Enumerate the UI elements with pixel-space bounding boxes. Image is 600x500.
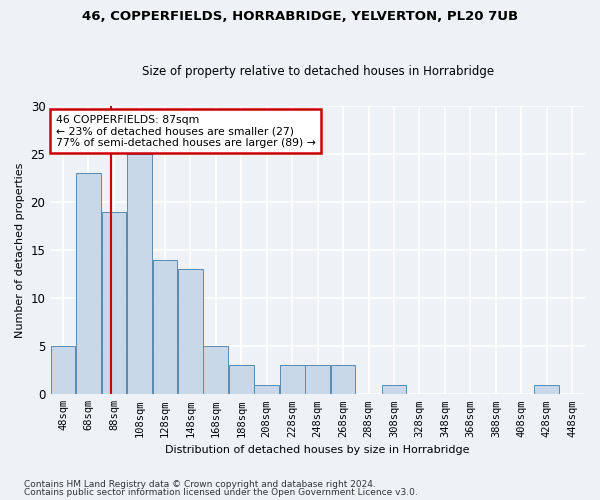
- Text: 46, COPPERFIELDS, HORRABRIDGE, YELVERTON, PL20 7UB: 46, COPPERFIELDS, HORRABRIDGE, YELVERTON…: [82, 10, 518, 23]
- Y-axis label: Number of detached properties: Number of detached properties: [15, 162, 25, 338]
- Bar: [229, 366, 254, 394]
- Bar: [305, 366, 330, 394]
- Bar: [101, 212, 126, 394]
- X-axis label: Distribution of detached houses by size in Horrabridge: Distribution of detached houses by size …: [166, 445, 470, 455]
- Bar: [535, 384, 559, 394]
- Bar: [127, 154, 152, 394]
- Bar: [178, 270, 203, 394]
- Bar: [280, 366, 305, 394]
- Bar: [382, 384, 406, 394]
- Bar: [76, 174, 101, 394]
- Bar: [331, 366, 355, 394]
- Text: Contains public sector information licensed under the Open Government Licence v3: Contains public sector information licen…: [24, 488, 418, 497]
- Bar: [254, 384, 279, 394]
- Text: 46 COPPERFIELDS: 87sqm
← 23% of detached houses are smaller (27)
77% of semi-det: 46 COPPERFIELDS: 87sqm ← 23% of detached…: [56, 114, 316, 148]
- Bar: [203, 346, 228, 395]
- Title: Size of property relative to detached houses in Horrabridge: Size of property relative to detached ho…: [142, 66, 494, 78]
- Bar: [50, 346, 76, 395]
- Text: Contains HM Land Registry data © Crown copyright and database right 2024.: Contains HM Land Registry data © Crown c…: [24, 480, 376, 489]
- Bar: [152, 260, 177, 394]
